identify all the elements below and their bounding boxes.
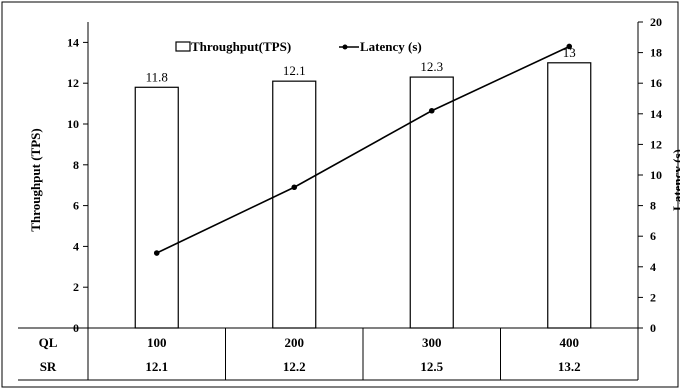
left-tick-label: 2 [73,280,79,294]
throughput-bar [134,86,179,329]
right-axis: 0 2 4 6 8 10 12 14 16 18 20 [637,15,662,335]
legend: Throughput(TPS) Latency (s) [175,39,422,54]
right-tick-label: 12 [650,137,662,151]
right-tick-label: 2 [650,290,656,304]
latency-point [428,107,435,114]
right-tick-label: 0 [650,321,656,335]
table-cell: 300 [422,335,442,350]
right-axis-title: Latency (s) [670,149,680,211]
table-cell: 100 [147,335,167,350]
table-row-header: SR [40,359,57,374]
right-tick-label: 14 [650,107,662,121]
legend-bar-label: Throughput(TPS) [191,39,291,54]
bar-data-labels: 11.8 12.1 12.313 [146,45,576,84]
legend-line-marker [342,44,348,50]
legend-line-label: Latency (s) [360,39,422,54]
right-tick-label: 20 [650,15,662,29]
right-tick-label: 18 [650,46,662,60]
throughput-bar [409,76,454,329]
latency-point [291,184,298,191]
left-tick-label: 10 [67,117,79,131]
throughput-bar [547,62,592,329]
table-cell: 200 [285,335,305,350]
left-axis-title: Throughput (TPS) [28,128,43,231]
table-cell: 12.5 [420,359,443,374]
line-series [153,43,573,256]
data-table: QL 100 200 300 400 SR 12.1 12.2 12.5 13.2 [18,327,639,381]
right-tick-label: 16 [650,76,662,90]
left-tick-label: 14 [67,35,79,49]
left-tick-label: 4 [73,239,79,253]
throughput-data-label: 12.3 [420,59,443,74]
table-cell: 13.2 [558,359,581,374]
table-cell: 12.1 [145,359,168,374]
throughput-data-label: 12.1 [283,63,306,78]
latency-point [153,250,160,256]
legend-bar-swatch [175,41,191,52]
right-tick-label: 8 [650,199,656,213]
left-tick-label: 12 [67,76,79,90]
latency-line [156,45,570,254]
bar-series [134,62,592,329]
throughput-bar [272,80,317,329]
left-tick-label: 6 [73,199,79,213]
table-cell: 400 [560,335,580,350]
right-tick-label: 6 [650,229,656,243]
table-row-header: QL [39,335,58,350]
right-tick-label: 10 [650,168,662,182]
table-cell: 12.2 [283,359,306,374]
latency-point [566,43,573,50]
left-tick-label: 8 [73,158,79,172]
right-tick-label: 4 [650,260,656,274]
throughput-data-label: 11.8 [146,69,168,84]
